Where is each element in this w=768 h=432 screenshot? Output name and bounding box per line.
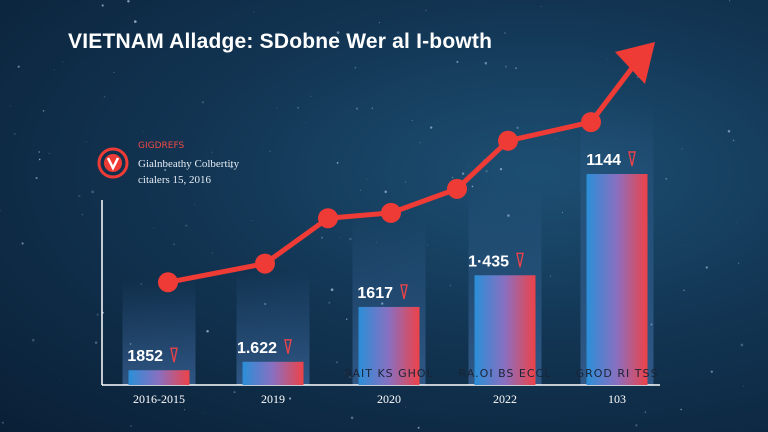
badge-subtitle: Gialnbeathy Colbertity [138,158,240,170]
trend-point [447,178,467,199]
trend-point [158,272,178,293]
bar-value-label: 1.622 [237,340,277,357]
badge-brand-text: GIGDREFS [138,141,185,151]
bar-value-label: 1144 [586,152,621,169]
pin-marker-icon [628,151,636,167]
bar-value-label: 1·435 [468,253,509,270]
bar [358,306,420,385]
trend-point [318,208,338,229]
trend-point [581,112,601,133]
bar [586,174,648,385]
bar-inner-text: GROD RI TSS [576,367,659,380]
x-tick-label: 2020 [377,392,401,406]
x-tick-label: 2019 [261,392,285,406]
bar [474,275,536,385]
trend-point [255,253,275,274]
trend-point [381,202,401,223]
bar-glow [122,280,196,385]
trend-line [167,62,637,285]
chart-title: VIETNAM Alladge: SDobne Wer al I-bowth [68,30,493,53]
x-tick-label: 103 [608,392,626,406]
bar-value-label: 1617 [357,285,393,302]
bar-inner-text: RAIT KS GHOL [344,367,433,380]
trend-arrow-icon [615,42,655,84]
bar [128,370,190,385]
trend-point [498,130,518,151]
pin-marker-icon [516,252,524,268]
pin-marker-icon [400,284,408,300]
brand-logo-icon [97,147,129,179]
pin-marker-icon [284,339,292,354]
bar [242,361,304,385]
bar-inner-text: RA.OI BS ECCL [459,367,552,380]
x-tick-label: 2016-2015 [133,392,185,406]
bar-value-label: 1852 [127,348,163,365]
badge-date: citalers 15, 2016 [138,174,212,186]
pin-marker-icon [170,347,178,363]
x-tick-label: 2022 [493,392,517,406]
